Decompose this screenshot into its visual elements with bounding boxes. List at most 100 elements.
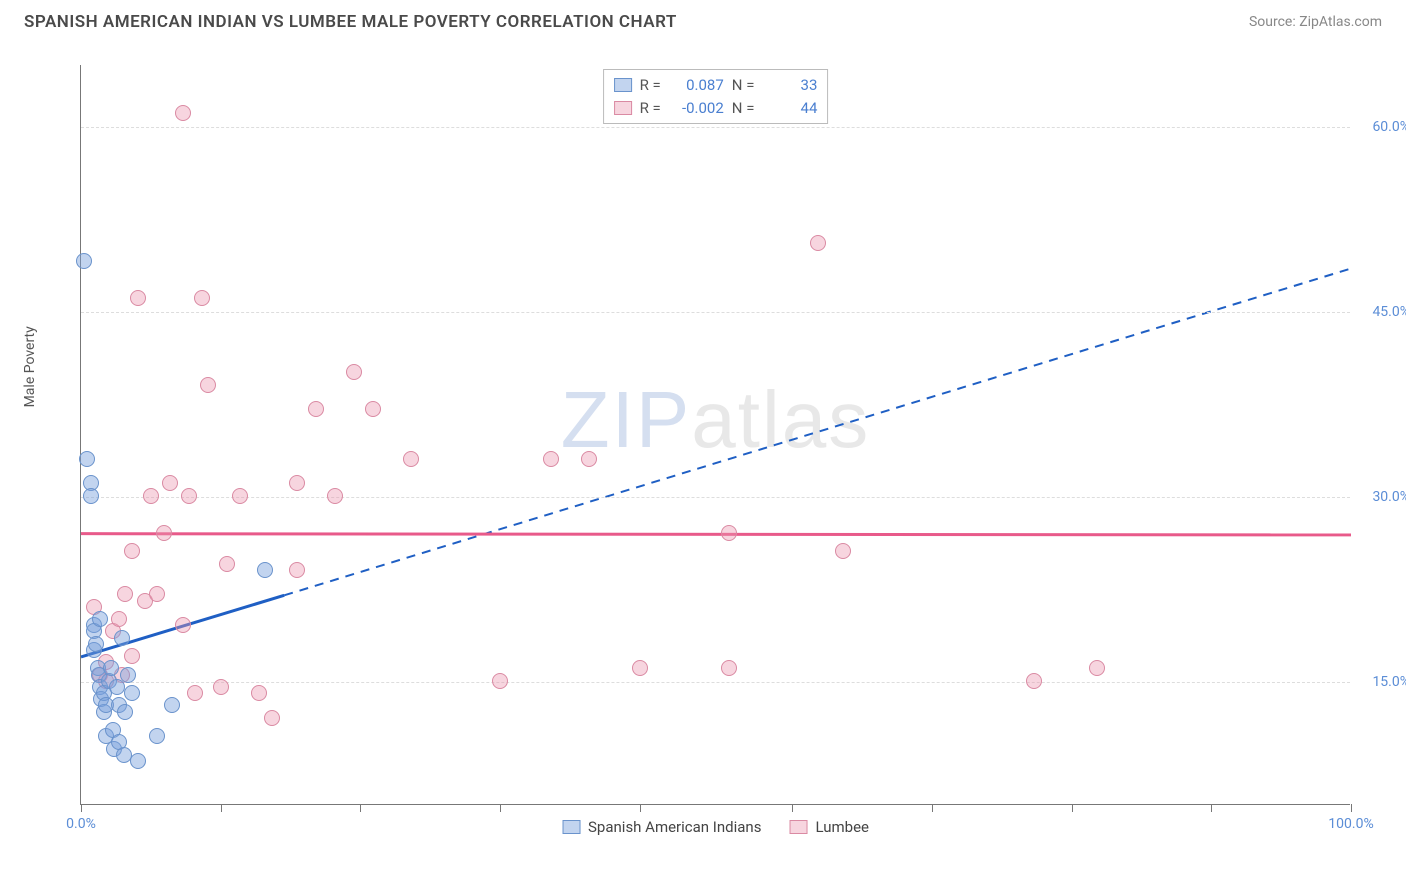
gridline-h: [81, 312, 1350, 313]
n-label: N =: [732, 74, 755, 97]
scatter-point: [543, 451, 559, 467]
y-tick-label: 45.0%: [1372, 304, 1406, 320]
watermark: ZIPatlas: [561, 374, 870, 466]
scatter-point: [200, 377, 216, 393]
x-tick: [640, 804, 641, 812]
scatter-point: [79, 451, 95, 467]
legend-item: Lumbee: [789, 818, 869, 836]
legend-label: Lumbee: [815, 818, 869, 836]
scatter-point: [162, 475, 178, 491]
scatter-point: [219, 556, 235, 572]
watermark-right: atlas: [691, 375, 870, 464]
r-label: R =: [640, 74, 661, 97]
scatter-point: [156, 525, 172, 541]
scatter-point: [114, 630, 130, 646]
scatter-point: [365, 401, 381, 417]
legend-item: Spanish American Indians: [562, 818, 761, 836]
legend-swatch: [562, 820, 580, 834]
stats-row: R = 0.087 N = 33: [614, 74, 818, 97]
scatter-point: [632, 660, 648, 676]
scatter-point: [1026, 673, 1042, 689]
trend-lines-svg: [81, 65, 1351, 805]
legend: Spanish American Indians Lumbee: [562, 818, 869, 836]
scatter-point: [835, 543, 851, 559]
scatter-point: [289, 475, 305, 491]
chart-container: Male Poverty ZIPatlas R = 0.087 N = 33 R…: [50, 55, 1370, 825]
n-value: 33: [762, 74, 817, 97]
scatter-point: [257, 562, 273, 578]
scatter-point: [149, 728, 165, 744]
scatter-point: [111, 611, 127, 627]
scatter-point: [130, 290, 146, 306]
scatter-point: [130, 753, 146, 769]
x-tick-label: 100.0%: [1328, 816, 1373, 832]
y-tick-label: 60.0%: [1372, 119, 1406, 135]
x-tick: [932, 804, 933, 812]
r-value: -0.002: [669, 97, 724, 120]
x-tick: [1351, 804, 1352, 812]
scatter-point: [92, 611, 108, 627]
y-tick-label: 30.0%: [1372, 489, 1406, 505]
scatter-point: [109, 679, 125, 695]
legend-swatch: [614, 101, 632, 115]
scatter-point: [213, 679, 229, 695]
y-axis-label: Male Poverty: [22, 326, 38, 407]
scatter-point: [194, 290, 210, 306]
scatter-point: [175, 105, 191, 121]
scatter-point: [124, 648, 140, 664]
x-tick: [500, 804, 501, 812]
x-tick: [1211, 804, 1212, 812]
scatter-point: [581, 451, 597, 467]
scatter-point: [124, 685, 140, 701]
watermark-left: ZIP: [561, 375, 691, 464]
scatter-point: [164, 697, 180, 713]
n-label: N =: [732, 97, 755, 120]
x-tick: [221, 804, 222, 812]
x-tick: [1072, 804, 1073, 812]
scatter-point: [175, 617, 191, 633]
scatter-point: [264, 710, 280, 726]
scatter-point: [117, 586, 133, 602]
scatter-point: [83, 488, 99, 504]
legend-label: Spanish American Indians: [588, 818, 761, 836]
scatter-point: [88, 636, 104, 652]
scatter-point: [721, 525, 737, 541]
plot-area: ZIPatlas R = 0.087 N = 33 R = -0.002 N =…: [80, 65, 1350, 805]
scatter-point: [251, 685, 267, 701]
chart-title: SPANISH AMERICAN INDIAN VS LUMBEE MALE P…: [24, 12, 677, 32]
scatter-point: [721, 660, 737, 676]
legend-swatch: [789, 820, 807, 834]
scatter-point: [1089, 660, 1105, 676]
scatter-point: [810, 235, 826, 251]
scatter-point: [124, 543, 140, 559]
y-tick-label: 15.0%: [1372, 674, 1406, 690]
x-tick-label: 0.0%: [66, 816, 96, 832]
gridline-h: [81, 497, 1350, 498]
x-tick: [792, 804, 793, 812]
stats-row: R = -0.002 N = 44: [614, 97, 818, 120]
gridline-h: [81, 682, 1350, 683]
scatter-point: [76, 253, 92, 269]
scatter-point: [149, 586, 165, 602]
scatter-point: [117, 704, 133, 720]
x-tick: [360, 804, 361, 812]
r-label: R =: [640, 97, 661, 120]
scatter-point: [103, 660, 119, 676]
r-value: 0.087: [669, 74, 724, 97]
scatter-point: [143, 488, 159, 504]
correlation-stats-box: R = 0.087 N = 33 R = -0.002 N = 44: [603, 69, 829, 124]
x-tick: [81, 804, 82, 812]
source-attribution: Source: ZipAtlas.com: [1249, 14, 1382, 30]
scatter-point: [327, 488, 343, 504]
scatter-point: [187, 685, 203, 701]
legend-swatch: [614, 78, 632, 92]
scatter-point: [403, 451, 419, 467]
scatter-point: [289, 562, 305, 578]
scatter-point: [120, 667, 136, 683]
n-value: 44: [762, 97, 817, 120]
scatter-point: [308, 401, 324, 417]
scatter-point: [346, 364, 362, 380]
scatter-point: [492, 673, 508, 689]
gridline-h: [81, 127, 1350, 128]
scatter-point: [181, 488, 197, 504]
